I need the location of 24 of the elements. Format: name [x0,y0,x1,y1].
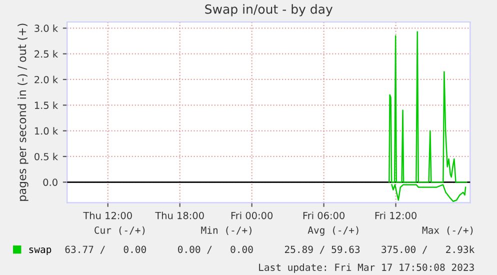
text: Max (-/+) [422,226,473,235]
text: Min (-/+) [201,226,252,235]
x-tick-label: Thu 12:00 [83,212,132,220]
chart-title: Swap in/out - by day [205,4,333,16]
y-tick-label: 1.5 k [34,101,58,109]
y-tick-label: 0.5 k [34,152,58,160]
text: 0.00 / 0.00 [178,246,253,254]
y-tick-label: 1.0 k [34,127,58,135]
text: Avg (-/+) [308,226,358,236]
text: Last update: Fri Mar 17 17:50:08 2023 [259,263,474,273]
legend-label: swap [29,248,52,255]
y-tick-label: 0.0 [43,178,58,186]
x-tick-label: Fri 06:00 [303,212,345,220]
y-tick-label: 3.0 k [34,24,58,32]
x-tick-label: Fri 12:00 [375,212,416,220]
x-tick-label: Thu 18:00 [155,212,204,220]
y-tick-label: 2.0 k [34,76,58,84]
text: 375.00 / 2.93k [382,246,474,254]
x-tick-label: Fri 00:00 [231,212,273,220]
y-tick-label: 2.5 k [34,50,58,58]
text: Cur (-/+) [94,226,145,235]
text: 25.89 / 59.63 [284,246,360,254]
y-axis-title: pages per second in (-) / out (+) [18,24,28,201]
text: 63.77 / 0.00 [65,246,146,254]
